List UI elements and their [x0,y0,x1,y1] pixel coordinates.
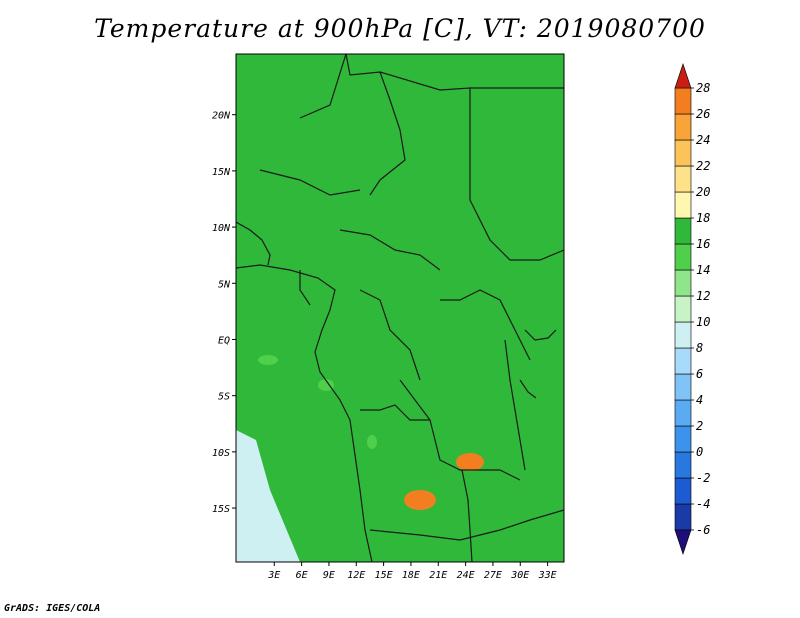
boundary-line [369,509,564,541]
colorbar-box [674,425,692,453]
y-tick-label: 15S [212,504,230,515]
boundary-line [504,339,526,471]
y-tick-label: 20N [212,111,231,122]
map-frame [235,53,565,563]
x-tick-label: 3E [267,570,280,581]
colorbar-box [674,295,692,323]
y-tick-label: 10N [212,223,231,234]
boundary-line [360,404,430,421]
boundary-line [524,329,557,341]
colorbar-box [674,269,692,297]
colorbar-max-arrow [674,63,692,89]
colorbar-min-arrow [674,529,692,555]
boundary-line [259,169,361,196]
x-tick-label: 6E [296,570,308,581]
x-tick-label: 12E [347,570,365,581]
boundary-line [519,379,537,399]
colorbar-box [674,191,692,219]
x-tick-label: 33E [538,570,557,581]
boundary-line [379,71,564,261]
boundary-line [461,469,473,562]
colorbar-box [674,87,692,115]
colorbar-label: 2 [696,419,703,433]
x-tick-label: 27E [484,570,502,581]
boundary-line [236,264,373,562]
colorbar-box [674,347,692,375]
colorbar-box [674,321,692,349]
colorbar-box [674,477,692,505]
colorbar-label: 16 [696,237,710,251]
colorbar-box [674,139,692,167]
grads-credit: GrADS: IGES/COLA [4,603,101,614]
colorbar-label: 4 [696,393,703,407]
x-tick-label: 15E [375,570,393,581]
colorbar-label: 6 [696,367,703,381]
boundary-line [299,54,347,119]
colorbar-label: 0 [696,445,703,459]
colorbar-label: -6 [696,523,710,537]
region-spot [367,435,377,449]
region-spot [456,453,484,471]
colorbar-label: 8 [696,341,703,355]
colorbar-label: -4 [696,497,710,511]
colorbar-box [674,165,692,193]
boundary-line [345,54,406,196]
x-tick-label: 9E [323,570,335,581]
colorbar-label: 10 [696,315,710,329]
colorbar-box [674,451,692,479]
colorbar-box [674,243,692,271]
region-atlantic-west [236,54,564,562]
colorbar-label: 24 [696,133,710,147]
x-tick-label: 21E [429,570,447,581]
y-tick-label: 15N [212,167,231,178]
colorbar-label: 22 [696,159,710,173]
y-tick-label: EQ [218,335,230,346]
y-tick-label: 5N [218,279,231,290]
region-spot [318,379,334,391]
boundary-line [359,289,421,381]
colorbar-label: 14 [696,263,710,277]
colorbar-box [674,399,692,427]
colorbar-box [674,217,692,245]
boundary-line [339,229,441,271]
colorbar-label: 18 [696,211,710,225]
boundary-line [399,379,521,481]
region-spot [258,355,278,365]
colorbar-label: 28 [696,81,710,95]
y-tick-label: 5S [218,392,230,403]
region-spot [404,490,436,510]
boundary-line [299,270,311,306]
colorbar-label: -2 [696,471,710,485]
colorbar-box [674,503,692,531]
x-tick-label: 24E [457,570,475,581]
y-tick-label: 10S [212,448,230,459]
region-atlantic-southwest [236,430,300,562]
x-tick-label: 30E [510,570,529,581]
colorbar-label: 26 [696,107,710,121]
colorbar-box [674,373,692,401]
chart-title: Temperature at 900hPa [C], VT: 201908070… [94,14,706,43]
colorbar-box [674,113,692,141]
x-tick-label: 18E [402,570,420,581]
boundary-line [440,289,531,361]
colorbar-label: 12 [696,289,710,303]
boundary-line [236,221,271,266]
colorbar-label: 20 [696,185,710,199]
